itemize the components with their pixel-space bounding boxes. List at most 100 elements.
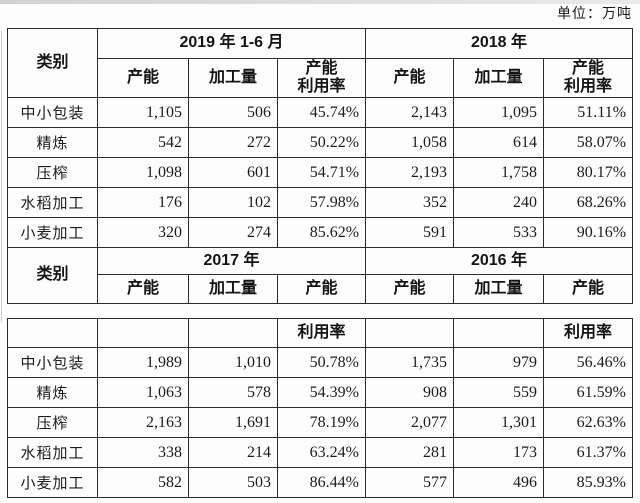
- capacity-table-lower: 利用率 利用率 中小包装 1,989 1,010 50.78% 1,735 97…: [7, 318, 633, 498]
- capacity-cell: 1,098: [97, 157, 189, 188]
- capacity-table-upper: 类别 2019 年 1-6 月 2018 年 产能 加工量 产能 利用率 产能 …: [7, 28, 634, 304]
- utilization-cell: 50.78%: [277, 347, 366, 378]
- throughput-col-header: 加工量: [188, 274, 278, 304]
- throughput-cell: 1,758: [453, 157, 545, 188]
- capacity-cell: 320: [97, 217, 189, 248]
- unit-label: 单位：万吨: [557, 7, 632, 22]
- utilization-cell: 62.63%: [543, 407, 633, 438]
- category-cell: 水稻加工: [7, 187, 98, 218]
- empty-cell: [188, 318, 278, 348]
- utilization-col-header-bottom-half: 利用率: [277, 318, 366, 348]
- capacity-cell: 2,193: [365, 157, 455, 188]
- capacity-cell: 176: [97, 187, 189, 218]
- period-header-row: 类别 2019 年 1-6 月 2018 年: [7, 28, 634, 98]
- empty-cell: [365, 318, 454, 348]
- scan-top-edge: [0, 0, 640, 4]
- period-2018-header: 2018 年: [365, 28, 634, 59]
- throughput-col-header: 加工量: [188, 58, 278, 98]
- utilization-cell: 54.39%: [277, 377, 366, 408]
- column-header-row: 产能 加工量 产能 利用率 产能 加工量 产能 利用率: [8, 58, 634, 98]
- utilization-cell: 63.24%: [277, 437, 366, 468]
- throughput-cell: 274: [188, 217, 278, 248]
- throughput-cell: 214: [188, 437, 278, 468]
- capacity-col-header: 产能: [97, 58, 189, 98]
- capacity-cell: 2,163: [97, 407, 189, 438]
- throughput-cell: 979: [453, 347, 544, 378]
- category-cell: 中小包装: [7, 97, 98, 128]
- capacity-cell: 591: [365, 217, 455, 248]
- utilization-cell: 54.71%: [276, 157, 367, 188]
- throughput-cell: 1,301: [453, 407, 544, 438]
- throughput-cell: 1,010: [188, 347, 278, 378]
- period-header-row: 类别 2017 年 2016 年: [7, 247, 634, 304]
- utilization-cell: 86.44%: [277, 467, 366, 498]
- throughput-cell: 240: [453, 187, 545, 218]
- throughput-cell: 533: [453, 217, 545, 248]
- utilization-cell: 51.11%: [543, 97, 634, 128]
- category-cell: 压榨: [7, 157, 98, 188]
- throughput-cell: 102: [188, 187, 278, 218]
- capacity-col-header: 产能: [97, 274, 189, 304]
- table-row: 精炼 1,063 578 54.39% 908 559 61.59%: [7, 377, 633, 408]
- column-header-continuation-row: 利用率 利用率: [7, 318, 633, 348]
- category-header-cell: 类别: [7, 247, 98, 304]
- table-row: 压榨 2,163 1,691 78.19% 2,077 1,301 62.63%: [7, 407, 633, 438]
- utilization-cell: 57.98%: [276, 187, 367, 218]
- throughput-cell: 503: [188, 467, 278, 498]
- utilization-col-header-top-half: 产能: [543, 274, 634, 304]
- utilization-cell: 61.59%: [543, 377, 633, 408]
- empty-cell: [7, 318, 98, 348]
- table-row: 精炼 542 272 50.22% 1,058 614 58.07%: [7, 127, 634, 158]
- utilization-col-header-bottom-half: 利用率: [543, 318, 633, 348]
- throughput-col-header: 加工量: [453, 58, 545, 98]
- capacity-cell: 1,105: [97, 97, 189, 128]
- table-row: 小麦加工 582 503 86.44% 577 496 85.93%: [7, 467, 633, 498]
- throughput-cell: 601: [188, 157, 278, 188]
- utilization-cell: 90.16%: [543, 217, 634, 248]
- throughput-cell: 578: [188, 377, 278, 408]
- capacity-cell: 352: [365, 187, 455, 218]
- utilization-cell: 85.62%: [276, 217, 367, 248]
- category-header-cell: 类别: [7, 28, 98, 98]
- throughput-cell: 173: [453, 437, 544, 468]
- capacity-cell: 338: [97, 437, 189, 468]
- throughput-cell: 1,095: [453, 97, 545, 128]
- utilization-cell: 85.93%: [543, 467, 633, 498]
- capacity-col-header: 产能: [365, 58, 455, 98]
- utilization-col-header: 产能 利用率: [543, 58, 634, 98]
- capacity-cell: 582: [97, 467, 189, 498]
- category-cell: 中小包装: [7, 347, 98, 378]
- utilization-col-header: 产能 利用率: [276, 58, 367, 98]
- throughput-cell: 272: [188, 127, 278, 158]
- category-cell: 精炼: [7, 377, 98, 408]
- throughput-cell: 614: [453, 127, 545, 158]
- category-cell: 小麦加工: [7, 217, 98, 248]
- column-header-row: 产能 加工量 产能 产能 加工量 产能: [8, 274, 634, 304]
- table-row: 水稻加工 176 102 57.98% 352 240 68.26%: [7, 187, 634, 218]
- empty-cell: [453, 318, 544, 348]
- period-2019h1-header: 2019 年 1-6 月: [96, 28, 367, 59]
- category-cell: 小麦加工: [7, 467, 98, 498]
- period-2016-header: 2016 年: [365, 247, 634, 275]
- utilization-cell: 45.74%: [276, 97, 367, 128]
- scan-left-edge: [1, 30, 2, 322]
- utilization-cell: 78.19%: [277, 407, 366, 438]
- capacity-cell: 1,989: [97, 347, 189, 378]
- utilization-cell: 50.22%: [276, 127, 367, 158]
- utilization-cell: 58.07%: [543, 127, 634, 158]
- table-row: 压榨 1,098 601 54.71% 2,193 1,758 80.17%: [7, 157, 634, 188]
- capacity-cell: 577: [365, 467, 454, 498]
- capacity-cell: 908: [365, 377, 454, 408]
- capacity-cell: 542: [97, 127, 189, 158]
- table-row: 中小包装 1,105 506 45.74% 2,143 1,095 51.11%: [7, 97, 634, 128]
- utilization-cell: 80.17%: [543, 157, 634, 188]
- throughput-cell: 1,691: [188, 407, 278, 438]
- capacity-cell: 281: [365, 437, 454, 468]
- utilization-col-header-top-half: 产能: [276, 274, 367, 304]
- category-cell: 压榨: [7, 407, 98, 438]
- utilization-cell: 68.26%: [543, 187, 634, 218]
- capacity-cell: 1,058: [365, 127, 455, 158]
- throughput-cell: 496: [453, 467, 544, 498]
- empty-cell: [97, 318, 189, 348]
